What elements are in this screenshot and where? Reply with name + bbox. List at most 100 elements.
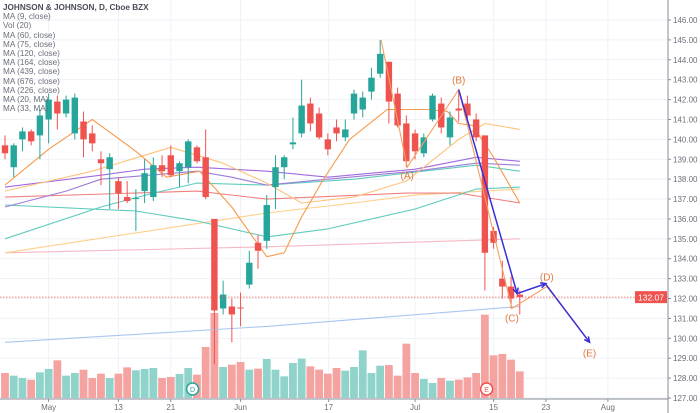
- candle-body[interactable]: [132, 198, 140, 200]
- arrow-head-icon: [539, 282, 548, 289]
- indicator-vol20[interactable]: Vol (20): [3, 21, 32, 31]
- volume-bar: [507, 359, 515, 398]
- volume-bar: [236, 362, 245, 398]
- candle-body[interactable]: [45, 99, 52, 120]
- candle-body[interactable]: [115, 181, 122, 194]
- chart-title: JOHNSON & JOHNSON, D, Cboe BZX: [3, 3, 149, 12]
- candle-body[interactable]: [19, 131, 26, 140]
- candle-body[interactable]: [219, 294, 227, 309]
- candle-body[interactable]: [228, 306, 236, 315]
- candle-body[interactable]: [62, 99, 70, 114]
- ma-line: [4, 122, 520, 204]
- candle-body[interactable]: [211, 218, 218, 311]
- indicator-ma164[interactable]: MA (164, close): [3, 58, 60, 68]
- candle-body[interactable]: [54, 101, 61, 114]
- candle-body[interactable]: [420, 137, 427, 154]
- candle-body[interactable]: [167, 155, 174, 176]
- indicator-ma120[interactable]: MA (120, close): [3, 49, 60, 59]
- candle-body[interactable]: [141, 173, 148, 192]
- candle-body[interactable]: [333, 127, 340, 134]
- candle-body[interactable]: [307, 103, 314, 124]
- candle-body[interactable]: [185, 141, 192, 168]
- candle-body[interactable]: [376, 53, 384, 74]
- x-tick-label: 13: [114, 403, 123, 412]
- candle-body[interactable]: [464, 103, 471, 116]
- volume-bar: [18, 378, 27, 398]
- event-marker-d[interactable]: [185, 382, 200, 396]
- candle-body[interactable]: [272, 167, 279, 188]
- ma-line: [4, 190, 520, 204]
- volume-bar: [105, 378, 114, 398]
- candle-body[interactable]: [36, 115, 44, 136]
- indicator-ma9[interactable]: MA (9, close): [3, 12, 51, 22]
- volume-bar: [262, 359, 271, 398]
- forecast-arrow[interactable]: [516, 282, 547, 295]
- candle-body[interactable]: [150, 165, 157, 198]
- indicator-ma226[interactable]: MA (226, close): [3, 85, 60, 95]
- candle-body[interactable]: [246, 262, 253, 285]
- candle-body[interactable]: [89, 133, 96, 144]
- candle-body[interactable]: [499, 278, 506, 287]
- candle-body[interactable]: [429, 95, 436, 120]
- candle-body[interactable]: [202, 157, 209, 198]
- candle-body[interactable]: [10, 145, 17, 168]
- candle-body[interactable]: [446, 117, 454, 138]
- candle-body[interactable]: [516, 294, 523, 298]
- y-tick-label: 138.00: [673, 175, 698, 184]
- candle-body[interactable]: [403, 123, 410, 162]
- candle-body[interactable]: [281, 157, 288, 168]
- candle-body[interactable]: [507, 286, 515, 299]
- indicator-ma60[interactable]: MA (60, close): [3, 30, 56, 40]
- candle-body[interactable]: [80, 121, 87, 140]
- candle-body[interactable]: [263, 205, 270, 241]
- candle-body[interactable]: [472, 119, 480, 138]
- candle-body[interactable]: [1, 145, 9, 154]
- forecast-arrow[interactable]: [457, 89, 518, 294]
- candle-body[interactable]: [237, 307, 244, 309]
- candle-body[interactable]: [481, 135, 489, 253]
- indicator-ma439[interactable]: MA (439, close): [3, 67, 60, 77]
- x-tick-label: 21: [166, 403, 175, 412]
- indicator-ma20-ma[interactable]: MA (20, MA): [3, 95, 49, 105]
- event-marker-e[interactable]: [479, 382, 494, 396]
- candle-body[interactable]: [254, 242, 262, 251]
- candle-body[interactable]: [97, 159, 105, 164]
- candle-body[interactable]: [193, 147, 201, 162]
- volume-bar: [306, 366, 315, 398]
- candle-body[interactable]: [71, 97, 78, 134]
- y-tick-label: 139.00: [673, 155, 698, 164]
- forecast-arrow[interactable]: [545, 284, 591, 343]
- candle-body[interactable]: [289, 142, 297, 145]
- candle-body[interactable]: [106, 157, 113, 170]
- candle-body[interactable]: [394, 93, 401, 126]
- volume-bar: [9, 375, 18, 398]
- candle-body[interactable]: [324, 139, 332, 150]
- y-tick-label: 132.00: [673, 295, 698, 304]
- volume-bar: [114, 373, 123, 398]
- candle-body[interactable]: [411, 133, 419, 152]
- candle-body[interactable]: [359, 97, 366, 110]
- candle-body[interactable]: [315, 113, 323, 138]
- candle-body[interactable]: [368, 77, 375, 92]
- candle-body[interactable]: [176, 163, 183, 172]
- price-axis-bg[interactable]: [668, 0, 700, 413]
- candle-body[interactable]: [342, 129, 349, 138]
- ma-line: [4, 156, 520, 188]
- candle-body[interactable]: [158, 165, 166, 172]
- candle-body[interactable]: [455, 108, 462, 111]
- candle-body[interactable]: [123, 197, 131, 202]
- candle-body[interactable]: [350, 93, 358, 114]
- volume-bar: [97, 373, 105, 398]
- candle-body[interactable]: [385, 61, 393, 102]
- indicator-ma75[interactable]: MA (75, close): [3, 39, 56, 49]
- indicator-ma676[interactable]: MA (676, close): [3, 76, 60, 86]
- candle-body[interactable]: [27, 131, 35, 142]
- candle-body[interactable]: [490, 230, 497, 243]
- indicator-ma33-ma[interactable]: MA (33, MA): [3, 104, 49, 114]
- candle-body[interactable]: [298, 105, 305, 134]
- y-tick-label: 129.00: [673, 354, 698, 363]
- x-tick-label: 15: [489, 403, 498, 412]
- volume-bar: [428, 383, 437, 398]
